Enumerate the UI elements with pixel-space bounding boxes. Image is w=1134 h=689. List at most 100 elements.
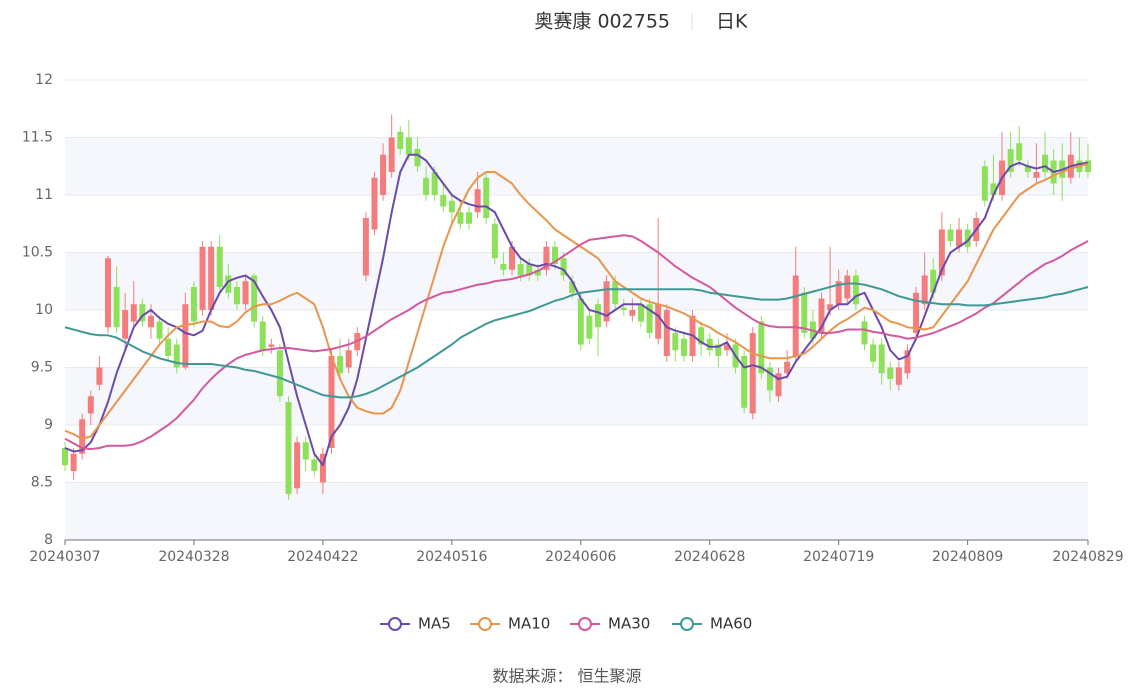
candle-body [457,212,464,224]
y-tick-label: 11 [35,187,53,203]
grid-band [65,367,1088,425]
candle-body [895,367,902,385]
ma-line [64,162,1089,440]
candle-body [603,281,610,322]
candle-body [827,304,834,310]
candle-body [96,367,103,385]
candle-body [956,229,963,247]
candle-body [216,246,223,287]
candle-body [79,419,86,454]
y-tick-label: 9 [44,417,53,433]
candle-body [723,344,730,351]
chart-subtitle: 日K [716,11,748,33]
candle-body [182,304,189,368]
candle-body [818,298,825,333]
legend-item: MA60 [672,615,752,633]
candle-body [543,246,550,270]
candle-body [672,333,679,351]
candle-body [594,304,601,328]
candle-body [70,453,77,471]
candle-body [801,292,808,333]
legend-marker [388,617,402,631]
candle-body [706,338,713,351]
candle-body [741,356,748,408]
candle-body [749,333,756,414]
candle-body [964,229,971,247]
candle-body [715,344,722,356]
legend-item: MA30 [570,615,650,633]
candle-body [147,315,154,328]
candle-body [294,442,301,489]
candle-body [423,177,430,195]
x-tick-label: 20240422 [287,549,358,565]
candle-body [500,264,507,270]
candle-body [698,327,705,345]
candle-body [766,367,773,391]
candle-body [405,137,412,155]
candle-body [113,287,120,328]
ma-line [64,234,1089,451]
candle-body [345,350,352,368]
legend-label: MA60 [710,615,752,633]
candle-body [371,177,378,230]
candle-body [629,310,636,316]
candle-body [526,264,533,276]
candle-body [1007,149,1014,172]
candle-body [758,321,765,374]
legend-item: MA10 [470,615,550,633]
candle-body [930,269,937,293]
candle-body [276,350,283,397]
candle-body [913,292,920,333]
candle-body [87,396,94,414]
candle-body [173,344,180,368]
candle-body [268,344,275,347]
candle-body [156,321,163,339]
x-tick-label: 20240328 [158,549,229,565]
y-tick-label: 10.5 [22,245,53,261]
y-tick-label: 8.5 [31,475,53,491]
legend-label: MA10 [508,615,550,633]
candle-body [431,172,438,195]
candle-body [285,402,292,494]
candle-body [251,275,258,322]
candle-body [784,361,791,374]
candle-body [225,275,232,293]
candle-body [981,166,988,201]
candle-body [190,287,197,322]
legend-label: MA30 [608,615,650,633]
candle-body [655,304,662,339]
legend-marker [578,617,592,631]
candle-body [552,246,559,264]
y-tick-label: 12 [35,72,53,88]
candle-body [388,137,395,172]
candle-body [62,448,68,466]
candle-body [852,275,859,305]
candle-body [663,310,670,356]
x-tick-label: 20240809 [932,549,1003,565]
candle-body [242,281,249,305]
x-tick-label: 20240628 [674,549,745,565]
candle-body [560,258,567,276]
grid-band [65,482,1088,540]
legend-item: MA5 [380,615,451,633]
candle-body [337,356,344,374]
candle-body [1085,160,1091,172]
plot-area: 8 8.5 9 9.5 10 10.5 11 11.5 12 20240307 20240328 20… [22,72,1124,565]
x-tick-label: 20240606 [545,549,616,565]
x-tick-label: 20240307 [29,549,100,565]
x-tick-label: 20240719 [803,549,874,565]
candle-body [835,281,842,305]
x-tick-label: 20240516 [416,549,487,565]
candle-body [569,281,576,293]
candle-body [904,350,911,374]
candle-body [861,321,868,345]
candle-body [620,307,627,310]
candle-body [637,304,644,322]
candle-body [534,269,541,276]
candle-body [887,367,894,379]
candle-body [130,304,137,322]
candle-body [878,344,885,374]
source-note: 数据来源： 恒生聚源 [492,667,641,686]
ma-line [64,282,1089,399]
